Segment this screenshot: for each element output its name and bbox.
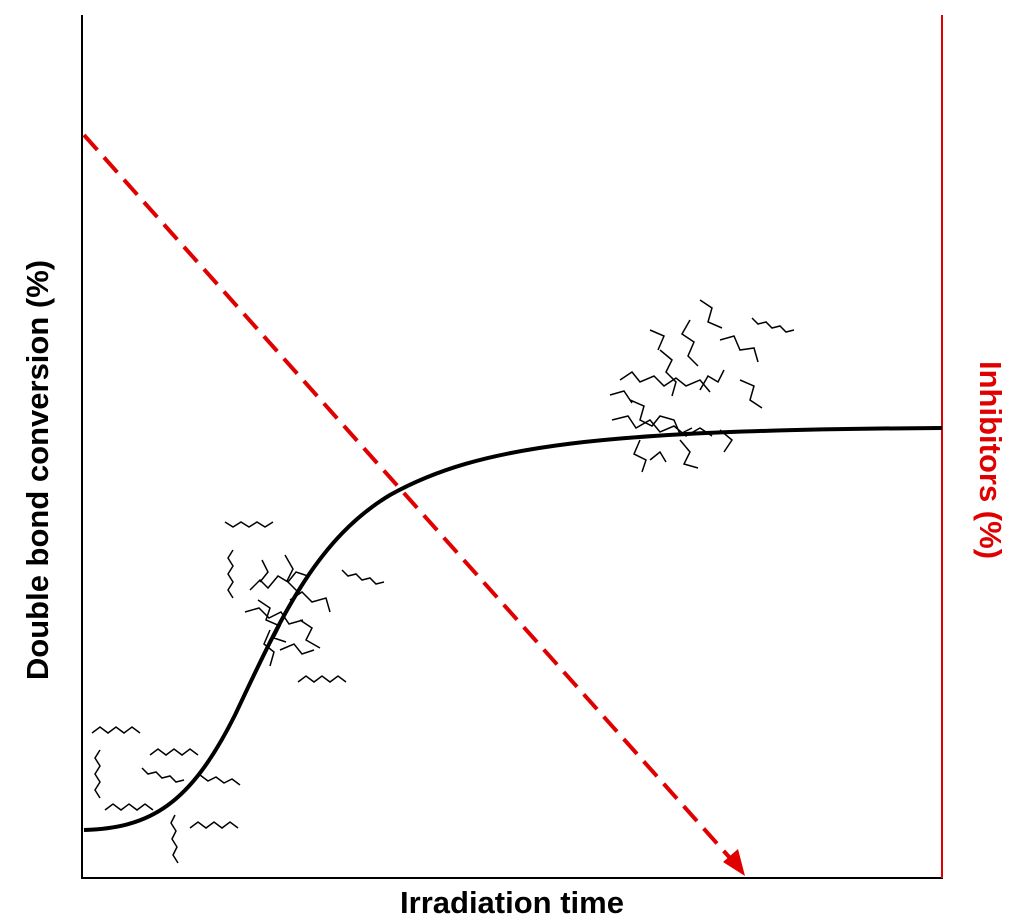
inhibitor-line <box>82 133 732 860</box>
monomers <box>91 317 795 864</box>
polymer <box>609 299 763 473</box>
monomer <box>149 748 199 756</box>
monomer <box>227 549 234 599</box>
x-axis-label: Irradiation time <box>400 885 624 920</box>
y2-axis-label: Inhibitors (%) <box>973 361 1008 559</box>
monomer <box>91 726 141 734</box>
monomer <box>297 675 347 683</box>
monomer <box>751 317 795 333</box>
arrowhead <box>723 849 745 876</box>
monomer <box>94 749 101 799</box>
polymer-network-large <box>609 299 763 473</box>
polymer <box>244 554 331 667</box>
monomer <box>189 821 239 829</box>
polymer-network-small <box>244 554 331 667</box>
monomer <box>170 814 179 864</box>
monomer <box>341 569 385 585</box>
conversion-curve <box>83 426 943 832</box>
monomer <box>199 774 241 786</box>
monomer <box>104 803 154 811</box>
y-axis-label: Double bond conversion (%) <box>20 260 55 680</box>
monomer <box>141 767 185 783</box>
monomer <box>224 521 274 528</box>
